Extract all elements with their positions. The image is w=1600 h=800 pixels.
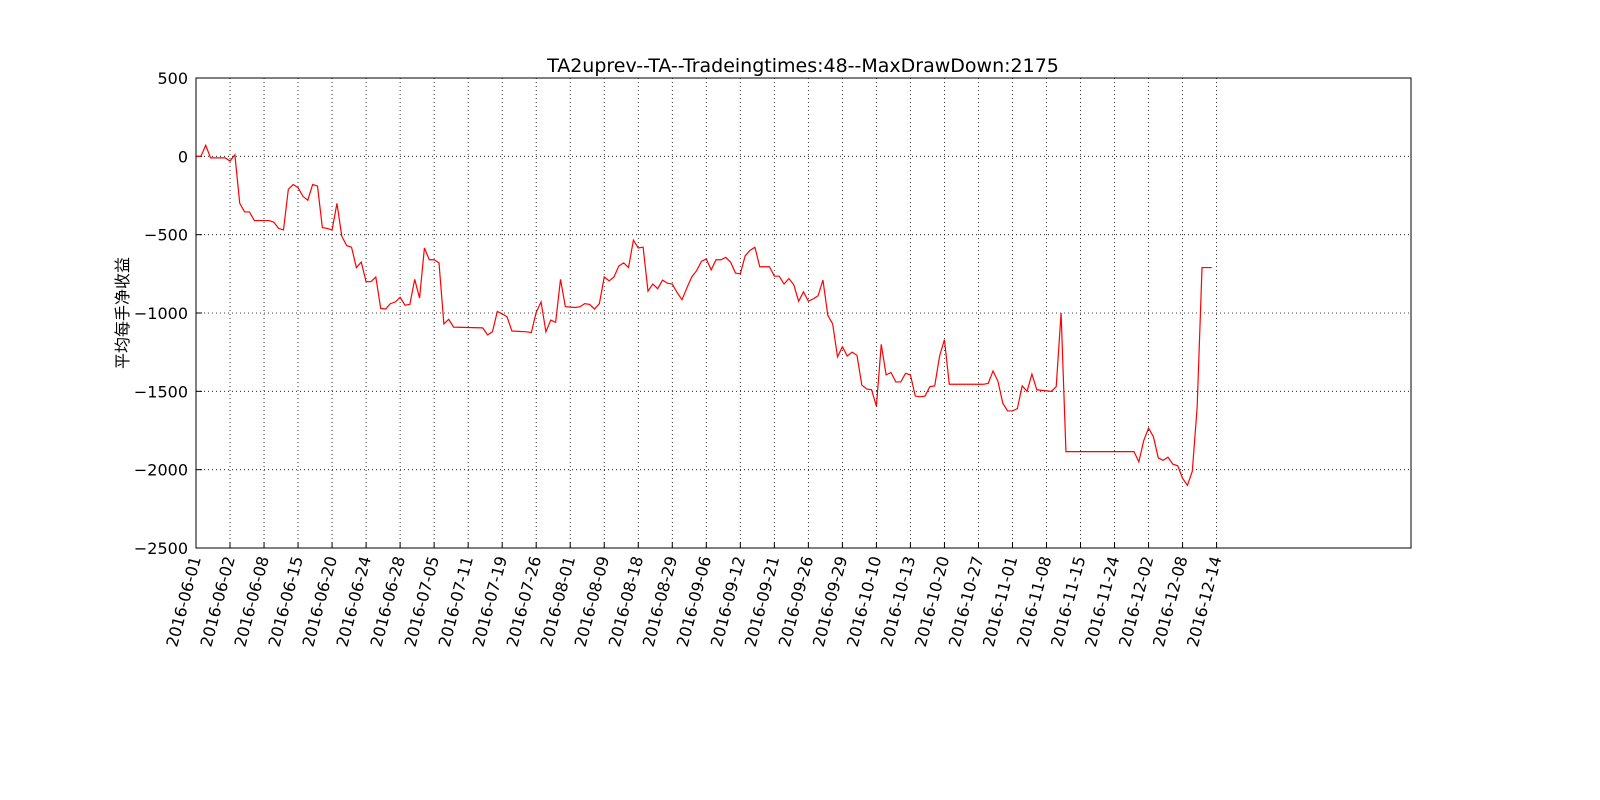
plot-frame [195,77,1412,549]
y-tick-label: −1000 [134,304,188,323]
data-line [196,143,1212,487]
y-tick-label: −500 [144,226,188,245]
y-tick-label: −1500 [134,382,188,401]
y-tick-label: 500 [157,69,188,88]
y-tick-label: −2500 [134,539,188,558]
chart-title: TA2uprev--TA--Tradeingtimes:48--MaxDrawD… [546,55,1059,77]
y-axis-label: 平均每手净收益 [113,257,132,369]
y-tick-label: 0 [178,147,188,166]
y-tick-label: −2000 [134,461,188,480]
